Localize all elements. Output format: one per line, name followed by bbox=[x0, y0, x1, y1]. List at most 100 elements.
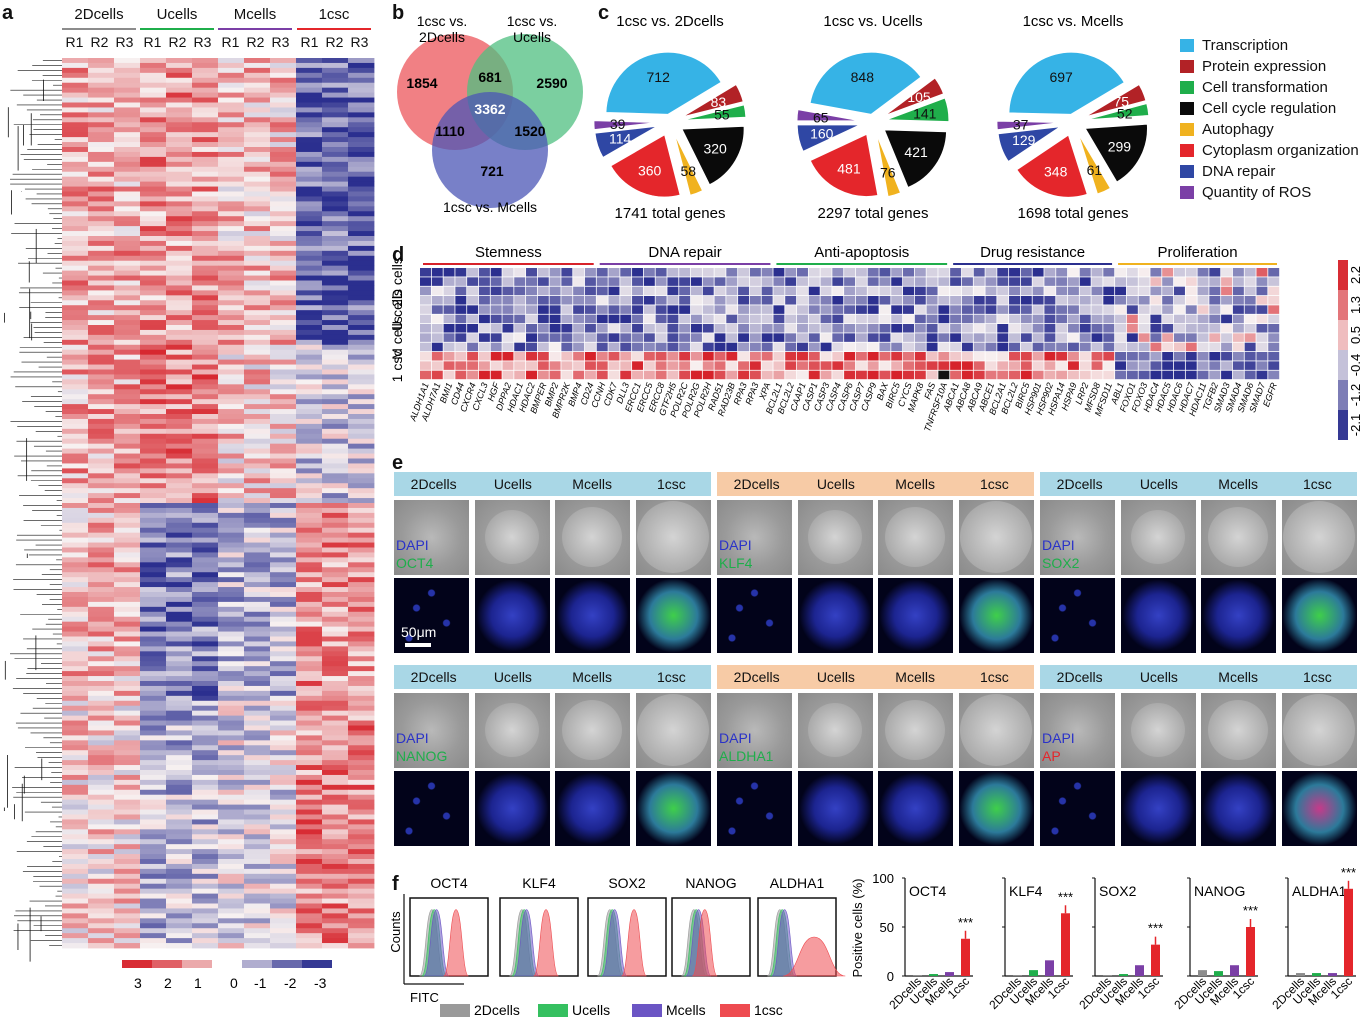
dic-image bbox=[394, 500, 469, 575]
heat-cell bbox=[218, 320, 245, 326]
heat-cell bbox=[1103, 333, 1115, 342]
heat-cell bbox=[88, 661, 115, 667]
flow-legend-swatch bbox=[440, 1004, 470, 1017]
heat-cell bbox=[218, 364, 245, 370]
heat-cell bbox=[218, 681, 245, 687]
heat-cell bbox=[218, 854, 245, 860]
scale-swatch bbox=[122, 960, 152, 968]
heat-cell bbox=[455, 370, 467, 380]
heat-cell bbox=[88, 231, 115, 237]
heat-cell bbox=[62, 463, 89, 469]
heat-cell bbox=[140, 329, 167, 336]
heat-cell bbox=[950, 333, 962, 342]
heat-cell bbox=[1044, 268, 1056, 277]
heat-cell bbox=[270, 873, 297, 880]
rep-label: R1 bbox=[65, 34, 84, 50]
heat-cell bbox=[192, 181, 219, 187]
heat-cell bbox=[785, 277, 797, 286]
heat-cell bbox=[322, 448, 349, 454]
dic-image bbox=[1040, 500, 1115, 575]
heat-cell bbox=[244, 62, 271, 69]
heat-cell bbox=[140, 671, 167, 677]
heat-cell bbox=[761, 352, 773, 361]
heat-cell bbox=[114, 666, 141, 672]
heat-cell bbox=[218, 725, 245, 731]
heat-cell bbox=[270, 557, 297, 563]
heat-cell bbox=[114, 695, 141, 702]
heat-cell bbox=[218, 547, 245, 553]
heat-cell bbox=[855, 268, 867, 277]
heat-cell bbox=[903, 286, 914, 296]
heat-cell bbox=[270, 58, 297, 64]
heat-cell bbox=[296, 849, 323, 855]
heat-cell bbox=[679, 305, 691, 314]
scale-label: 2 bbox=[164, 975, 172, 991]
heat-cell bbox=[296, 493, 323, 499]
heat-cell bbox=[632, 305, 644, 314]
heat-cell bbox=[114, 621, 141, 628]
heat-cell bbox=[322, 779, 349, 786]
heat-cell bbox=[431, 305, 443, 314]
heat-cell bbox=[244, 809, 271, 815]
heat-cell bbox=[62, 641, 89, 647]
heat-cell bbox=[114, 943, 141, 949]
heat-cell bbox=[244, 601, 271, 608]
heat-cell bbox=[914, 352, 926, 361]
heat-cell bbox=[270, 265, 297, 272]
heat-cell bbox=[218, 503, 245, 509]
heat-cell bbox=[140, 428, 167, 435]
heat-cell bbox=[296, 394, 323, 400]
heat-cell bbox=[584, 314, 596, 324]
heat-cell bbox=[785, 324, 797, 333]
bar-ytick: 100 bbox=[872, 871, 894, 886]
heat-cell bbox=[296, 903, 323, 909]
heat-cell bbox=[88, 676, 115, 682]
heat-cell bbox=[218, 863, 245, 870]
heat-cell bbox=[270, 651, 297, 657]
heat-cell bbox=[88, 705, 115, 712]
heat-cell bbox=[192, 270, 219, 276]
heat-cell bbox=[166, 364, 193, 370]
heat-cell bbox=[348, 186, 375, 192]
heat-cell bbox=[270, 735, 297, 741]
heat-cell bbox=[114, 448, 141, 454]
heat-cell bbox=[114, 418, 141, 425]
heat-cell bbox=[166, 151, 193, 158]
heat-cell bbox=[62, 730, 89, 736]
heat-cell bbox=[88, 240, 115, 247]
heat-cell bbox=[348, 112, 375, 118]
heat-cell bbox=[1115, 277, 1127, 286]
heat-cell bbox=[322, 681, 349, 687]
heat-cell bbox=[322, 587, 349, 593]
heat-cell bbox=[244, 690, 271, 697]
heat-cell bbox=[244, 374, 271, 380]
flow-histogram bbox=[782, 936, 846, 977]
heat-cell bbox=[166, 265, 193, 272]
heat-cell bbox=[348, 878, 375, 885]
heat-cell bbox=[832, 324, 844, 333]
heat-cell bbox=[114, 216, 141, 222]
heat-cell bbox=[192, 443, 219, 450]
heat-cell bbox=[62, 646, 89, 652]
heat-cell bbox=[270, 661, 297, 667]
heat-cell bbox=[573, 305, 585, 314]
heat-cell bbox=[431, 352, 443, 361]
pie-value: 75 bbox=[1114, 94, 1130, 110]
heat-cell bbox=[985, 324, 997, 333]
heat-cell bbox=[192, 488, 219, 494]
heat-cell bbox=[270, 399, 297, 405]
fluorescence-image bbox=[635, 578, 711, 653]
heat-cell bbox=[537, 305, 549, 314]
heat-cell bbox=[192, 750, 219, 756]
heat-cell bbox=[192, 275, 219, 281]
bar bbox=[1151, 944, 1160, 976]
heat-cell bbox=[114, 201, 141, 207]
heat-cell bbox=[296, 488, 323, 494]
heat-cell bbox=[420, 342, 431, 352]
heat-cell bbox=[348, 488, 375, 494]
heat-cell bbox=[322, 765, 349, 771]
heat-cell bbox=[62, 661, 89, 667]
heat-cell bbox=[140, 295, 167, 301]
heat-cell bbox=[218, 344, 245, 351]
heat-cell bbox=[296, 250, 323, 257]
